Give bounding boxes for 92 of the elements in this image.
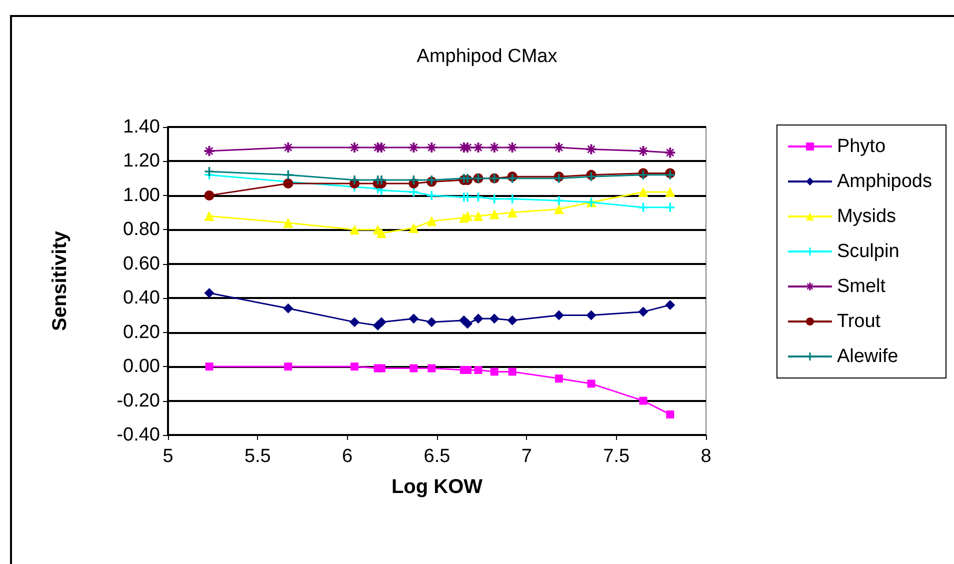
legend-label: Mysids — [836, 206, 896, 227]
point — [426, 216, 437, 226]
point — [554, 142, 564, 153]
point — [489, 314, 500, 324]
chart-title: Amphipod CMax — [416, 46, 558, 67]
point — [283, 142, 294, 153]
x-tick-label: 7 — [521, 446, 532, 467]
x-tick-label: 7.5 — [603, 446, 630, 467]
point — [638, 187, 648, 198]
point — [586, 310, 596, 320]
x-axis-title: Log KOW — [391, 476, 483, 498]
point — [463, 366, 472, 374]
x-tick-label: 5.5 — [244, 446, 271, 467]
point — [350, 317, 360, 328]
point — [666, 410, 674, 418]
point — [508, 194, 517, 204]
point — [490, 368, 498, 376]
y-tick-label: 0.00 — [123, 356, 160, 378]
point — [554, 196, 564, 206]
point — [204, 288, 214, 298]
point — [638, 202, 648, 212]
point — [489, 142, 500, 153]
y-tick-label: 0.40 — [123, 288, 160, 309]
point — [204, 210, 214, 221]
point — [376, 317, 386, 328]
y-tick-label: 0.60 — [123, 253, 160, 274]
x-tick-label: 8 — [700, 446, 712, 467]
point — [283, 218, 294, 228]
legend-label: Smelt — [836, 276, 886, 297]
point — [507, 142, 518, 153]
point — [409, 188, 418, 197]
point — [508, 368, 516, 376]
point — [204, 190, 214, 200]
point — [586, 172, 596, 182]
point — [554, 374, 563, 383]
legend-label: Trout — [836, 311, 882, 332]
point — [409, 176, 418, 185]
point — [283, 303, 294, 314]
point — [490, 194, 499, 204]
point — [350, 142, 360, 153]
point — [473, 142, 484, 153]
point — [665, 148, 676, 158]
point — [426, 317, 437, 328]
point — [639, 396, 648, 405]
point — [474, 366, 482, 374]
point — [665, 187, 676, 198]
point — [554, 204, 564, 214]
point — [376, 228, 386, 238]
x-tick-label: 6 — [342, 446, 353, 467]
point — [408, 314, 419, 324]
y-tick-label: 0.80 — [123, 219, 160, 240]
legend-label: Amphipods — [836, 171, 932, 192]
point — [638, 146, 648, 156]
point — [410, 364, 418, 372]
point — [205, 362, 214, 371]
x-tick-label: 5 — [162, 446, 174, 467]
point — [204, 166, 214, 176]
point — [554, 310, 564, 320]
point — [473, 314, 484, 324]
point — [666, 202, 675, 212]
point — [665, 300, 676, 310]
legend-label: Phyto — [836, 136, 886, 157]
y-tick-label: -0.40 — [116, 424, 160, 446]
point — [507, 208, 518, 218]
point — [462, 318, 472, 329]
point — [638, 306, 648, 317]
y-tick-label: -0.20 — [116, 390, 160, 412]
point — [408, 142, 419, 153]
y-tick-label: 1.20 — [123, 150, 160, 172]
point — [587, 380, 596, 388]
point — [350, 176, 360, 185]
point — [350, 224, 360, 235]
y-tick-label: 1.40 — [123, 116, 160, 138]
point — [204, 146, 214, 156]
point — [473, 210, 484, 221]
y-tick-label: 1.00 — [123, 184, 160, 206]
point — [350, 362, 359, 371]
point — [427, 190, 436, 200]
y-tick-label: 0.20 — [123, 322, 160, 343]
point — [489, 209, 500, 220]
point — [284, 362, 292, 371]
point — [586, 144, 596, 154]
point — [426, 142, 437, 153]
point — [284, 170, 293, 180]
point — [507, 315, 518, 326]
y-axis-title: Sensitivity — [49, 230, 71, 332]
x-tick-label: 6.5 — [424, 446, 450, 467]
legend-label: Sculpin — [836, 241, 900, 262]
point — [377, 364, 386, 372]
legend-label: Alewife — [836, 346, 898, 367]
point — [428, 364, 436, 372]
point — [408, 222, 419, 233]
